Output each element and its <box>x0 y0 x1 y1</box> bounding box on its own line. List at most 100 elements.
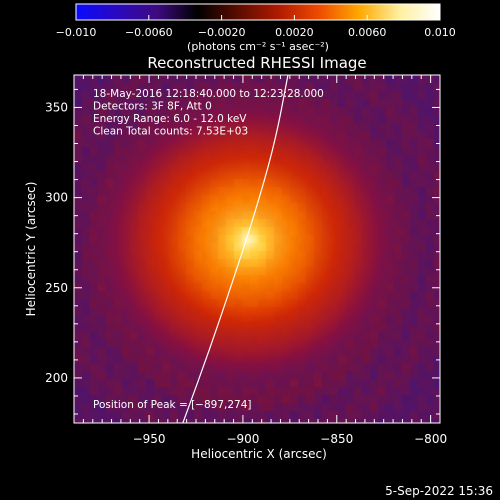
heatmap-cell <box>362 395 370 403</box>
heatmap-cell <box>410 395 418 403</box>
heatmap-cell <box>74 195 82 203</box>
heatmap-cell <box>418 363 426 371</box>
heatmap-cell <box>386 403 394 411</box>
heatmap-cell <box>434 259 440 267</box>
heatmap-cell <box>402 395 410 403</box>
heatmap-cell <box>418 355 426 363</box>
heatmap-cell <box>410 411 418 419</box>
heatmap-cell <box>410 139 418 147</box>
heatmap-cell <box>82 355 90 363</box>
heatmap-cell <box>122 363 130 371</box>
heatmap-cell <box>410 179 418 187</box>
heatmap-cell <box>426 187 434 195</box>
heatmap-cell <box>74 115 82 123</box>
heatmap-cell <box>362 99 370 107</box>
heatmap-cell <box>74 91 82 99</box>
heatmap-cell <box>98 123 106 131</box>
heatmap-cell <box>298 403 306 411</box>
heatmap-cell <box>186 75 194 83</box>
heatmap-cell <box>410 403 418 411</box>
heatmap-cell <box>426 355 434 363</box>
heatmap-cell <box>106 395 114 403</box>
heatmap-cell <box>362 371 370 379</box>
heatmap-cell <box>418 195 426 203</box>
heatmap-cell <box>426 331 434 339</box>
heatmap-cell <box>106 347 114 355</box>
heatmap-cell <box>434 83 440 91</box>
heatmap-cell <box>410 315 418 323</box>
heatmap-cell <box>74 131 82 139</box>
heatmap-cell <box>162 395 170 403</box>
heatmap-cell <box>314 395 322 403</box>
heatmap-cell <box>74 147 82 155</box>
heatmap-cell <box>146 99 154 107</box>
heatmap-cell <box>74 107 82 115</box>
heatmap-cell <box>418 411 426 419</box>
heatmap-cell <box>354 411 362 419</box>
info-line: Detectors: 3F 8F, Att 0 <box>93 101 212 113</box>
heatmap-cell <box>418 299 426 307</box>
heatmap-cell <box>114 115 122 123</box>
heatmap-cell <box>418 347 426 355</box>
heatmap-cell <box>394 411 402 419</box>
heatmap-cell <box>114 371 122 379</box>
heatmap-cell <box>378 419 386 423</box>
heatmap-cell <box>418 171 426 179</box>
heatmap-cell <box>370 99 378 107</box>
heatmap-cell <box>426 219 434 227</box>
heatmap-cell <box>218 411 226 419</box>
heatmap-cell <box>410 123 418 131</box>
heatmap-cell <box>106 131 114 139</box>
heatmap-cell <box>426 371 434 379</box>
heatmap-cell <box>74 299 82 307</box>
heatmap-cell <box>106 123 114 131</box>
heatmap-cell <box>234 419 242 423</box>
heatmap-cell <box>74 315 82 323</box>
heatmap-cell <box>418 371 426 379</box>
heatmap-cell <box>426 395 434 403</box>
heatmap-cell <box>434 331 440 339</box>
heatmap-cell <box>402 163 410 171</box>
heatmap-cell <box>74 419 82 423</box>
heatmap-cell <box>426 139 434 147</box>
heatmap-cell <box>82 131 90 139</box>
heatmap-cell <box>74 171 82 179</box>
heatmap-cell <box>386 99 394 107</box>
heatmap-cell <box>130 403 138 411</box>
heatmap-cell <box>98 387 106 395</box>
heatmap-cell <box>82 123 90 131</box>
heatmap-cell <box>170 395 178 403</box>
heatmap-cell <box>234 411 242 419</box>
y-tick-label: 200 <box>45 371 68 385</box>
heatmap-cell <box>386 139 394 147</box>
heatmap-cell <box>146 91 154 99</box>
heatmap-cell <box>90 347 98 355</box>
heatmap-cell <box>122 395 130 403</box>
heatmap-cell <box>130 371 138 379</box>
heatmap-cell <box>434 291 440 299</box>
heatmap-cell <box>82 403 90 411</box>
heatmap-cell <box>82 347 90 355</box>
heatmap-cell <box>346 395 354 403</box>
heatmap-cell <box>402 123 410 131</box>
heatmap-cell <box>434 91 440 99</box>
heatmap-cell <box>90 139 98 147</box>
heatmap-cell <box>394 363 402 371</box>
heatmap-cell <box>74 355 82 363</box>
heatmap-cell <box>434 403 440 411</box>
heatmap-cell <box>90 99 98 107</box>
heatmap-cell <box>402 331 410 339</box>
heatmap-cell <box>418 203 426 211</box>
y-axis-label: Heliocentric Y (arcsec) <box>24 182 38 317</box>
colorbar-unit-label: (photons cm⁻² s⁻¹ asec⁻²) <box>187 40 329 53</box>
heatmap-cell <box>426 363 434 371</box>
heatmap-cell <box>306 403 314 411</box>
heatmap-cell <box>82 419 90 423</box>
heatmap-cell <box>418 155 426 163</box>
heatmap-cell <box>274 419 282 423</box>
heatmap-cell <box>82 307 90 315</box>
heatmap-cell <box>354 99 362 107</box>
heatmap-cell <box>114 107 122 115</box>
heatmap-cell <box>138 419 146 423</box>
heatmap-cell <box>346 91 354 99</box>
